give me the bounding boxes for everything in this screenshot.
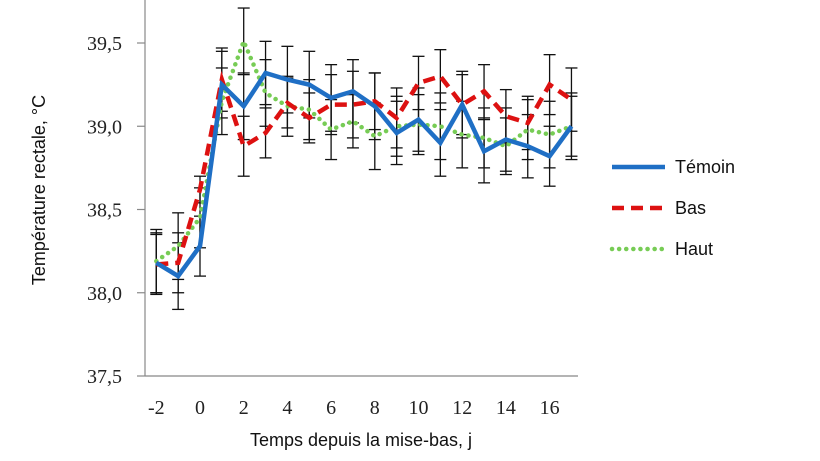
y-tick-label: 39,5 <box>87 33 122 55</box>
x-tick-label: 4 <box>282 397 292 419</box>
y-tick-label: 37,5 <box>87 366 122 388</box>
y-tick-label: 38,5 <box>87 200 122 222</box>
error-bars <box>150 7 578 311</box>
x-tick-label: 12 <box>452 397 472 419</box>
y-axis-label: Température rectale, °C <box>29 95 49 285</box>
x-tick-label: -2 <box>148 397 165 419</box>
series-line-bas <box>156 70 573 267</box>
series-line-haut <box>154 35 574 264</box>
x-tick-label: 6 <box>326 397 336 419</box>
x-tick-label: 10 <box>409 397 429 419</box>
x-tick-label: 14 <box>496 397 516 419</box>
y-tick-label: 39,0 <box>87 116 122 138</box>
legend: Témoin Bas Haut <box>609 157 735 259</box>
x-tick-labels: -2 0 2 4 6 8 10 12 14 16 <box>148 397 560 419</box>
x-tick-label: 16 <box>540 397 560 419</box>
x-axis-label: Temps depuis la mise-bas, j <box>250 430 472 450</box>
legend-label: Haut <box>675 239 713 259</box>
y-tick-labels: 37,5 38,0 38,5 39,0 39,5 <box>87 33 122 388</box>
x-tick-label: 8 <box>370 397 380 419</box>
series-line-témoin <box>155 70 574 280</box>
x-tick-label: 0 <box>195 397 205 419</box>
axes <box>137 0 578 377</box>
series-lines <box>154 35 574 280</box>
legend-label: Bas <box>675 198 706 218</box>
y-tick-label: 38,0 <box>87 283 122 305</box>
legend-label: Témoin <box>675 157 735 177</box>
x-tick-label: 2 <box>239 397 249 419</box>
